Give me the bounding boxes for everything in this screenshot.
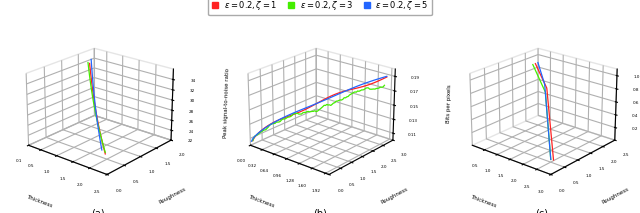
Y-axis label: Roughness: Roughness [602,186,630,205]
Legend: $\varepsilon=0.2, \zeta=1$, $\varepsilon=0.2, \zeta=3$, $\varepsilon=0.2, \zeta=: $\varepsilon=0.2, \zeta=1$, $\varepsilon… [208,0,432,15]
Text: (c): (c) [536,209,548,213]
Y-axis label: Roughness: Roughness [380,186,408,205]
Text: (b): (b) [313,209,327,213]
X-axis label: Thickness: Thickness [26,194,52,208]
X-axis label: Thickness: Thickness [248,194,275,208]
X-axis label: Thickness: Thickness [469,194,497,208]
Text: (a): (a) [92,209,105,213]
Y-axis label: Roughness: Roughness [158,186,187,205]
